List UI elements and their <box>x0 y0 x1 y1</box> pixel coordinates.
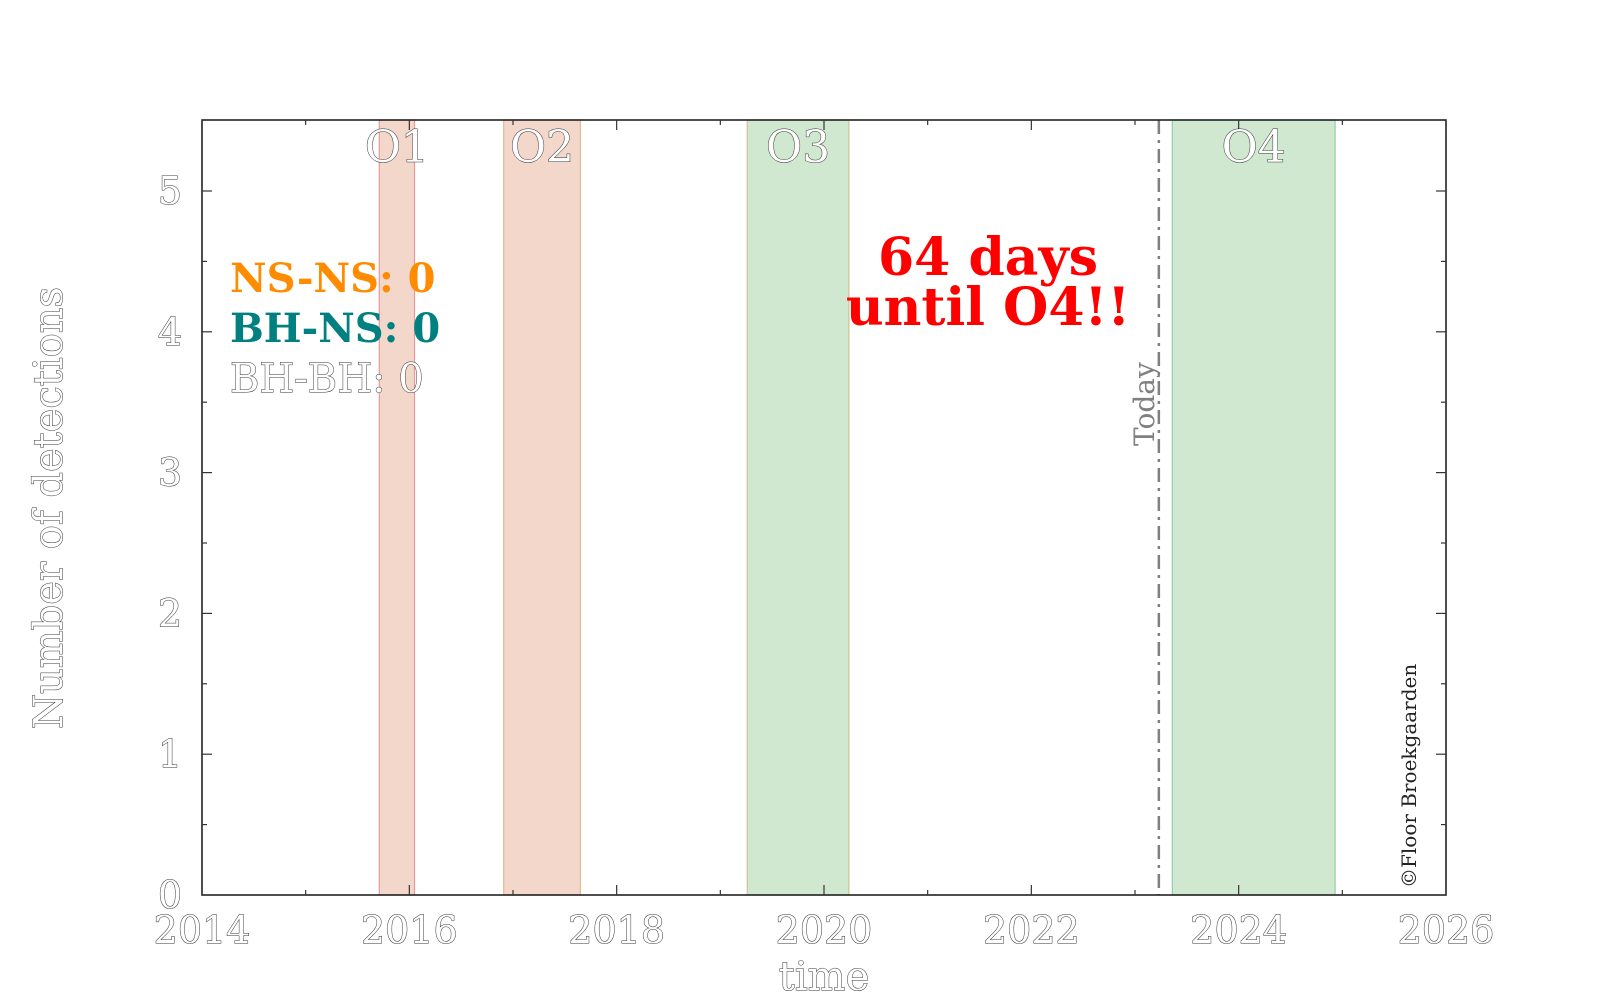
run-label-o2: O2 <box>510 122 574 173</box>
run-label-o4: O4 <box>1222 122 1286 173</box>
y-tick-label: 4 <box>158 310 182 354</box>
counter-bh-bh: BH-BH: 0 <box>230 356 424 402</box>
detection-counters: NS-NS: 0 BH-NS: 0 BH-BH: 0 <box>230 255 441 403</box>
counter-ns-ns: NS-NS: 0 <box>230 255 436 302</box>
credit-label: ©Floor Broekgaarden <box>1397 664 1421 888</box>
today-label: Today <box>1128 362 1161 446</box>
countdown-line-1: 64 days <box>878 227 1098 288</box>
x-tick-label: 2022 <box>983 908 1080 952</box>
counter-bh-ns: BH-NS: 0 <box>230 305 440 352</box>
run-label-o1: O1 <box>365 122 429 173</box>
x-tick-label: 2018 <box>568 908 665 952</box>
x-tick-label: 2024 <box>1190 908 1287 952</box>
x-tick-label: 2026 <box>1398 908 1495 952</box>
y-tick-label: 3 <box>158 451 182 495</box>
x-tick-label: 2014 <box>154 908 251 952</box>
run-band-o3 <box>746 119 850 896</box>
countdown-line-2: until O4!! <box>846 277 1130 338</box>
observing-run-labels: O1 O2 O3 O4 <box>364 122 1286 174</box>
run-label-o3: O3 <box>766 122 830 173</box>
y-tick-label: 2 <box>158 591 182 635</box>
today-marker: Today <box>1128 120 1161 895</box>
x-axis: 2014 2016 2018 2020 2022 2024 2026 <box>153 120 1495 953</box>
countdown-annotation: 64 days until O4!! <box>846 227 1130 338</box>
x-axis-label: time <box>779 954 869 1000</box>
run-band-o1 <box>378 119 416 896</box>
y-tick-label: 5 <box>158 169 182 213</box>
x-tick-label: 2016 <box>361 908 458 952</box>
x-tick-label: 2020 <box>776 908 873 952</box>
y-tick-label: 0 <box>158 873 182 917</box>
y-axis: 0 1 2 3 4 5 <box>157 169 1446 918</box>
y-axis-label: Number of detections <box>26 287 72 729</box>
observing-run-bands <box>378 119 1336 896</box>
run-band-o4 <box>1171 119 1336 896</box>
run-band-o2 <box>503 119 581 896</box>
y-tick-label: 1 <box>158 732 182 776</box>
